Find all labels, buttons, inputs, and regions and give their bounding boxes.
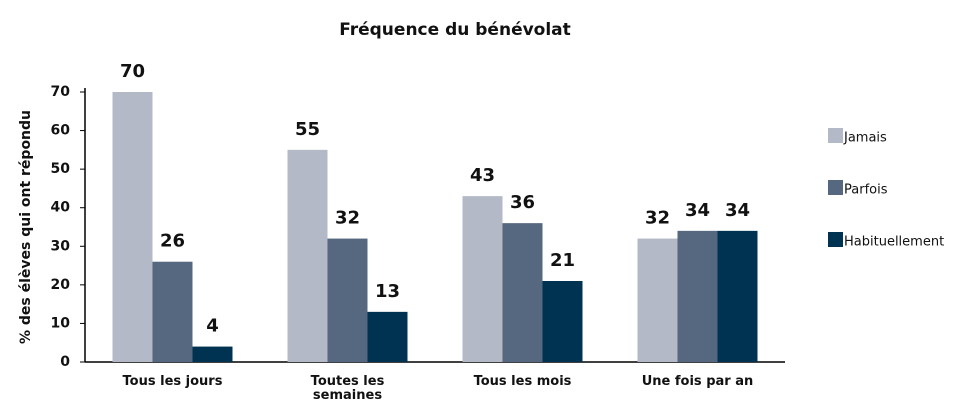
value-label: 13 bbox=[375, 281, 400, 302]
bar bbox=[637, 238, 678, 362]
bar bbox=[287, 149, 328, 362]
x-tick-label: Tous les jours bbox=[122, 374, 223, 389]
legend-swatch bbox=[828, 180, 843, 195]
y-tick-label: 30 bbox=[51, 238, 71, 254]
value-label: 70 bbox=[120, 61, 145, 82]
y-tick-label: 10 bbox=[51, 315, 71, 331]
bar bbox=[462, 196, 503, 362]
x-tick-label: Une fois par an bbox=[641, 374, 754, 389]
value-label: 4 bbox=[206, 316, 219, 337]
value-label: 43 bbox=[470, 165, 495, 186]
y-tick-label: 40 bbox=[51, 200, 71, 216]
x-tick-label: Tous les mois bbox=[473, 374, 572, 389]
value-label: 21 bbox=[550, 250, 575, 271]
value-label: 32 bbox=[335, 208, 360, 229]
value-label: 34 bbox=[685, 200, 710, 221]
y-tick-label: 50 bbox=[51, 161, 71, 177]
bar bbox=[327, 238, 368, 362]
value-label: 26 bbox=[160, 231, 185, 252]
legend-label: Habituellement bbox=[844, 235, 944, 250]
bar bbox=[112, 92, 153, 362]
value-label: 32 bbox=[645, 208, 670, 229]
value-label: 34 bbox=[725, 200, 750, 221]
y-tick-label: 0 bbox=[60, 354, 70, 370]
legend-label: Jamais bbox=[843, 131, 887, 146]
bar bbox=[717, 230, 758, 362]
legend-swatch bbox=[828, 232, 843, 247]
bar bbox=[367, 311, 408, 362]
y-tick-label: 60 bbox=[51, 123, 71, 139]
bar bbox=[677, 230, 718, 362]
value-label: 36 bbox=[510, 192, 535, 213]
y-tick-label: 70 bbox=[51, 84, 71, 100]
y-axis-label: % des élèves qui ont répondu bbox=[18, 110, 34, 344]
legend-swatch bbox=[828, 128, 843, 143]
legend-label: Parfois bbox=[844, 183, 888, 198]
bar bbox=[192, 346, 233, 362]
value-label: 55 bbox=[295, 119, 320, 140]
bar bbox=[542, 281, 583, 362]
chart-title: Fréquence du bénévolat bbox=[339, 20, 571, 40]
x-tick-label: Toutes les semaines bbox=[310, 374, 385, 403]
y-tick-label: 20 bbox=[51, 277, 71, 293]
bar bbox=[502, 223, 543, 362]
bar bbox=[152, 261, 193, 362]
